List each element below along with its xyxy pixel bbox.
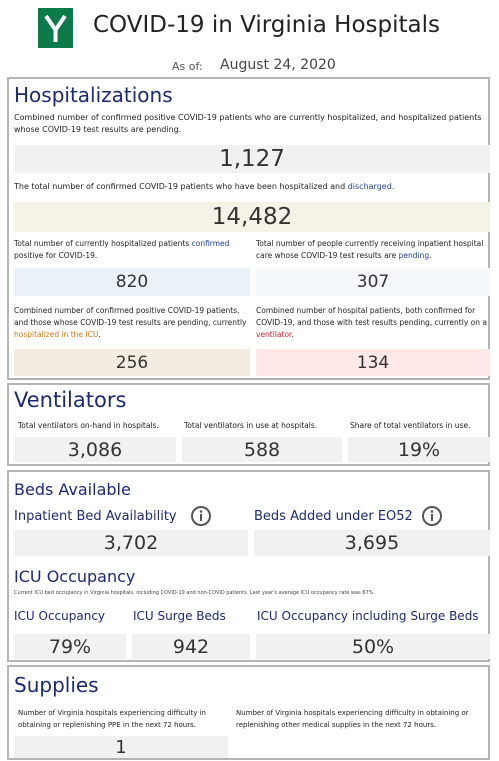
value: 588 [182,437,342,462]
label: Share of total ventilators in use. [350,421,471,430]
value: 307 [256,268,490,296]
info-icon[interactable] [421,505,443,527]
section-title: Ventilators [14,388,127,412]
title: COVID-19 in Virginia Hospitals [93,12,440,38]
text: discharged [347,182,392,191]
value: 14,482 [14,202,490,232]
desc: The total number of confirmed COVID-19 p… [14,181,484,193]
text: ventilator [256,330,292,339]
as-of-date: August 24, 2020 [220,57,336,73]
label: Total ventilators in use at hospitals. [184,421,318,430]
label: Inpatient Bed Availability [14,509,177,524]
text: confirmed [191,239,230,248]
text: Combined number of confirmed positive CO… [14,306,247,327]
desc: Total number of people currently receivi… [256,238,488,262]
text: Total number of people currently receivi… [256,239,484,260]
value: 820 [14,268,250,296]
label: Beds Added under EO52 [254,509,413,524]
text: . [391,182,395,191]
text: The total number of confirmed COVID-19 p… [14,182,348,191]
text: pending [398,251,430,260]
info-icon[interactable] [190,505,212,527]
section-title: Hospitalizations [14,83,173,107]
text: Total number of currently hospitalized p… [14,239,192,248]
label: Number of Virginia hospitals experiencin… [236,709,469,729]
value: 3,695 [254,530,490,556]
text: . [291,330,294,339]
label: ICU Surge Beds [133,609,226,623]
desc: Combined number of confirmed positive CO… [14,305,249,341]
value: 50% [256,634,490,659]
label: Number of Virginia hospitals experiencin… [18,709,206,729]
desc: Combined number of confirmed positive CO… [14,113,482,134]
ventilators-panel [7,383,490,466]
value: 134 [256,349,490,376]
value: 79% [14,634,126,659]
text: Combined number of hospital patients, bo… [256,306,487,327]
text: positive for COVID-19. [14,251,98,260]
text: hospitalized in the ICU [14,330,99,339]
supplies-panel [7,665,490,760]
section-title: ICU Occupancy [14,567,136,586]
desc: Total number of currently hospitalized p… [14,238,239,262]
label: ICU Occupancy [14,609,106,623]
value: 256 [14,349,250,376]
logo [38,8,73,48]
section-title: Beds Available [14,480,131,499]
value: 19% [348,437,490,462]
section-title: Supplies [14,673,99,697]
text: . [98,330,101,339]
as-of-label: As of: [172,60,203,73]
label: Total ventilators on-hand in hospitals. [18,421,159,430]
value: 1,127 [14,145,490,173]
beds-panel [7,470,490,662]
label: ICU Occupancy including Surge Beds [257,609,479,623]
value: 942 [132,634,250,659]
value: 3,086 [14,437,176,462]
text: . [429,251,432,260]
value: 1 [14,736,228,758]
note: Current ICU bed occupancy in Virginia ho… [14,590,376,596]
value: 3,702 [14,530,248,556]
desc: Combined number of hospital patients, bo… [256,305,488,341]
